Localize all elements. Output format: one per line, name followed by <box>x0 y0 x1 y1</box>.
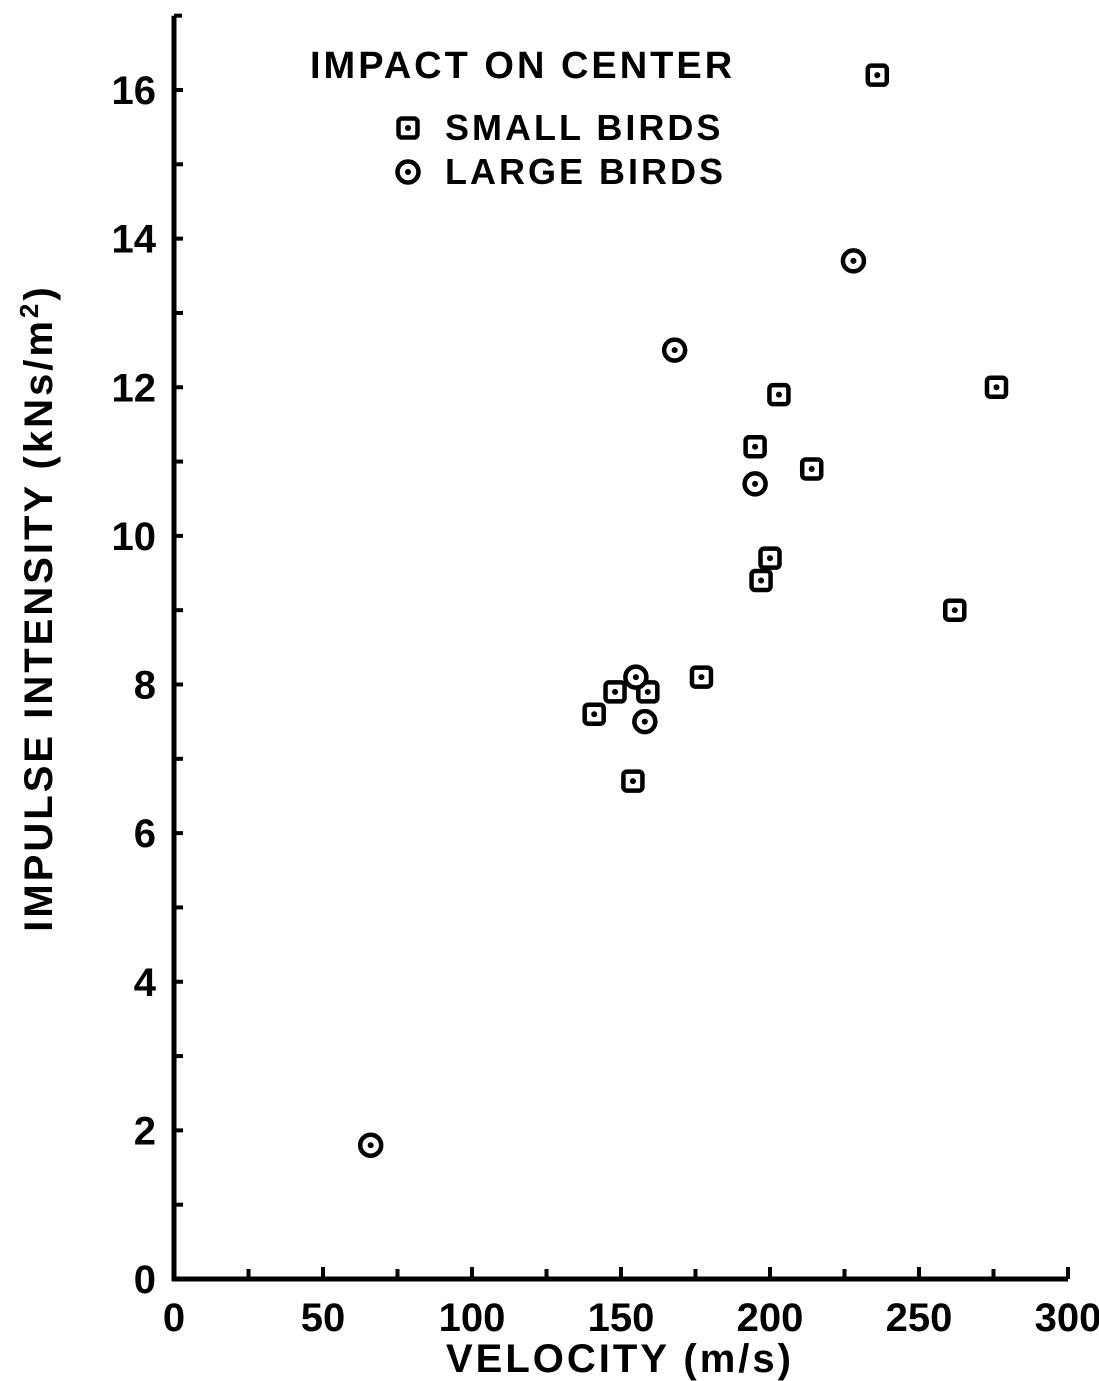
y-tick-label: 0 <box>134 1258 156 1302</box>
data-point-small-birds-center-dot <box>629 778 636 785</box>
legend-label-large-birds: LARGE BIRDS <box>445 151 726 192</box>
data-point-large-birds-center-dot <box>671 347 678 354</box>
chart-title: IMPACT ON CENTER <box>310 45 735 87</box>
legend-circle-marker <box>395 159 421 185</box>
y-axis-title-superscript: 2 <box>14 301 44 318</box>
data-point-small-birds-center-dot <box>767 555 773 562</box>
legend-marker-circle <box>395 159 421 185</box>
x-axis-title: VELOCITY (m/s) <box>446 1337 794 1381</box>
data-point-large-birds-center-dot <box>850 257 857 264</box>
data-point-large-birds <box>661 337 688 363</box>
data-point-small-birds-center-dot <box>752 443 759 450</box>
data-point-small-birds <box>689 665 714 689</box>
data-point-large-birds-center-dot <box>641 718 648 725</box>
y-tick-label: 2 <box>134 1109 156 1153</box>
y-axis-title-main: IMPULSE INTENSITY (kNs/m <box>17 318 61 932</box>
x-tick-label: 250 <box>886 1296 953 1340</box>
y-axis-title-end: ) <box>17 284 61 300</box>
y-tick-label: 16 <box>112 69 157 113</box>
x-tick-label: 150 <box>588 1296 655 1340</box>
data-point-small-birds <box>582 702 606 726</box>
legend-square-marker-center-dot <box>405 125 411 131</box>
data-point-small-birds-center-dot <box>644 688 651 695</box>
legend: IMPACT ON CENTER SMALL BIRDS LARGE BIRDS <box>310 45 735 192</box>
data-point-small-birds <box>758 546 782 570</box>
data-point-small-birds-center-dot <box>698 674 705 681</box>
legend-entry-large-birds: LARGE BIRDS <box>395 151 726 192</box>
data-point-large-birds <box>357 1132 384 1158</box>
data-point-small-birds-center-dot <box>993 384 1000 391</box>
data-point-small-birds <box>743 434 767 459</box>
data-point-small-birds <box>865 63 890 87</box>
data-point-small-birds-center-dot <box>591 711 598 718</box>
x-tick-label: 300 <box>1035 1296 1099 1340</box>
y-tick-label: 10 <box>112 515 157 559</box>
data-point-large-birds-center-dot <box>752 480 759 487</box>
data-point-small-birds <box>799 457 824 481</box>
legend-entry-small-birds: SMALL BIRDS <box>396 107 723 148</box>
y-axis-title: IMPULSE INTENSITY (kNs/m2) <box>14 284 61 931</box>
data-point-small-birds-center-dot <box>758 577 765 584</box>
y-tick-label: 6 <box>134 812 156 856</box>
data-point-small-birds-center-dot <box>874 72 881 79</box>
data-point-large-birds-center-dot <box>632 674 639 681</box>
data-point-small-birds <box>749 568 773 593</box>
data-markers <box>357 63 1009 1158</box>
legend-marker-square <box>396 116 420 140</box>
data-point-small-birds <box>984 375 1009 399</box>
legend-circle-marker-center-dot <box>405 169 411 175</box>
ticks <box>174 88 1070 1279</box>
data-point-small-birds-center-dot <box>775 391 782 398</box>
data-point-large-birds <box>632 708 658 735</box>
axes <box>171 13 1068 1282</box>
legend-label-small-birds: SMALL BIRDS <box>445 107 723 148</box>
data-point-small-birds <box>943 598 967 622</box>
y-tick-label: 4 <box>134 961 157 1005</box>
data-point-small-birds-center-dot <box>808 465 815 472</box>
x-tick-label: 200 <box>737 1296 804 1340</box>
x-tick-label: 50 <box>301 1296 346 1340</box>
data-point-small-birds <box>767 382 791 407</box>
data-point-small-birds <box>621 769 645 793</box>
data-point-large-birds <box>623 664 649 690</box>
data-point-small-birds <box>603 680 627 704</box>
y-tick-label: 8 <box>134 664 156 708</box>
tick-labels: 0 50 100 150 200 250 300 0 2 4 6 8 10 12 14 16 <box>112 69 1099 1340</box>
data-point-small-birds-center-dot <box>951 607 958 614</box>
y-tick-label: 14 <box>112 218 157 262</box>
data-point-small-birds-center-dot <box>612 688 619 695</box>
data-point-large-birds <box>742 471 768 497</box>
x-tick-label: 0 <box>163 1296 185 1340</box>
x-tick-label: 100 <box>439 1296 506 1340</box>
y-tick-label: 12 <box>112 366 157 410</box>
data-point-large-birds-center-dot <box>367 1142 374 1149</box>
legend-square-marker <box>396 116 420 140</box>
data-point-large-birds <box>840 248 867 274</box>
